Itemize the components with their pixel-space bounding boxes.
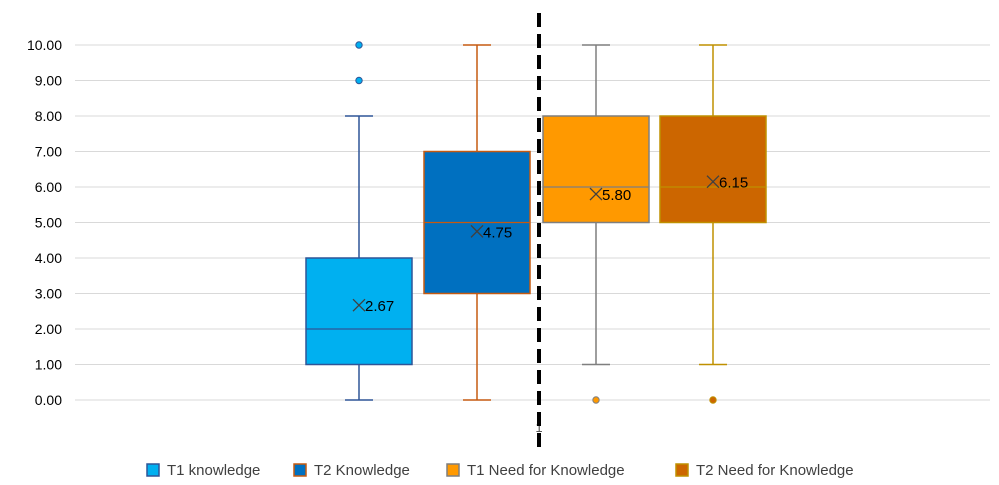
box-t1-knowledge: [305, 257, 413, 366]
outlier-point-t2-need-for-knowledge: [709, 396, 717, 404]
mean-marker-t2-knowledge: [470, 224, 484, 238]
mean-marker-t1-need-for-knowledge: [589, 187, 603, 201]
legend-label-t1-need-for-knowledge: T1 Need for Knowledge: [467, 462, 625, 479]
box-t2-need-for-knowledge: [659, 115, 767, 224]
legend-swatch-t2-need-for-knowledge: [675, 463, 689, 477]
legend-swatch-t1-knowledge: [146, 463, 160, 477]
mean-marker-t2-need-for-knowledge: [706, 175, 720, 189]
mean-label-t1-need-for-knowledge: 5.80: [602, 187, 631, 204]
legend-label-t2-need-for-knowledge: T2 Need for Knowledge: [696, 462, 854, 479]
y-tick-label: 5.00: [35, 215, 62, 231]
y-tick-label: 4.00: [35, 250, 62, 266]
y-tick-label: 7.00: [35, 144, 62, 160]
mean-label-t2-knowledge: 4.75: [483, 224, 512, 241]
y-tick-label: 6.00: [35, 179, 62, 195]
mean-label-t1-knowledge: 2.67: [365, 298, 394, 315]
y-tick-label: 0.00: [35, 392, 62, 408]
legend-label-t1-knowledge: T1 knowledge: [167, 462, 260, 479]
y-tick-label: 9.00: [35, 73, 62, 89]
mean-label-t2-need-for-knowledge: 6.15: [719, 175, 748, 192]
y-tick-label: 3.00: [35, 286, 62, 302]
legend-label-t2-knowledge: T2 Knowledge: [314, 462, 410, 479]
legend-swatch-t2-knowledge: [293, 463, 307, 477]
outlier-point-t1-need-for-knowledge: [592, 396, 600, 404]
y-tick-label: 10.00: [27, 37, 62, 53]
y-tick-label: 1.00: [35, 357, 62, 373]
mean-marker-t1-knowledge: [352, 298, 366, 312]
outlier-point-t1-knowledge: [355, 76, 363, 85]
outlier-point-t1-knowledge: [355, 41, 363, 49]
y-tick-label: 8.00: [35, 108, 62, 124]
x-category-label: 1: [535, 420, 542, 435]
y-tick-label: 2.00: [35, 321, 62, 337]
box-t1-need-for-knowledge: [542, 115, 650, 224]
legend-swatch-t1-need-for-knowledge: [446, 463, 460, 477]
